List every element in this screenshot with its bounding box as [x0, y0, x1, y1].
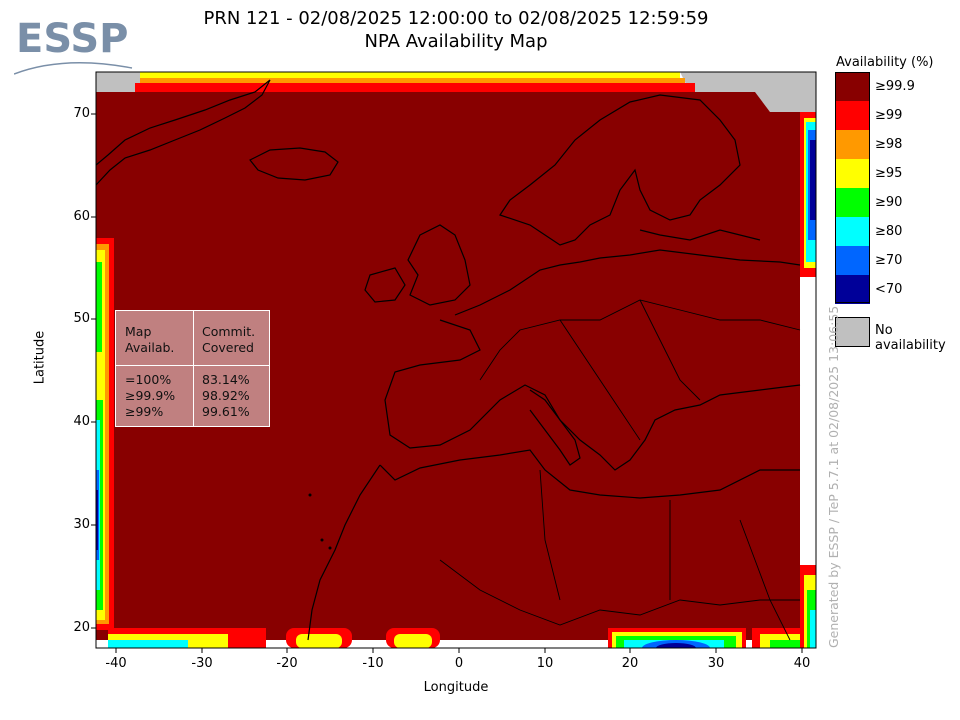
generated-by-text: Generated by ESSP / TeP 5.7.1 at 02/08/2…: [826, 305, 841, 648]
x-tick-label: 40: [793, 656, 811, 671]
map-frame: [95, 71, 817, 649]
legend-swatch: [835, 101, 870, 130]
logo-text: ESSP: [16, 16, 128, 62]
y-tick-label: 70: [73, 106, 90, 121]
no-availability-area-nw: [96, 72, 140, 92]
legend-label-no-availability: No availability: [875, 323, 946, 353]
legend-swatch: [835, 246, 870, 275]
x-tick-label: -20: [276, 656, 298, 671]
x-tick-label: 20: [621, 656, 639, 671]
legend-swatch: [835, 275, 870, 304]
essp-logo: ESSP: [13, 10, 134, 80]
legend-swatch: [835, 217, 870, 246]
x-tick-label: 0: [454, 656, 464, 671]
legend-title: Availability (%): [836, 55, 934, 70]
legend-swatch: [835, 72, 870, 101]
y-tick-label: 40: [73, 414, 90, 429]
legend-label: ≥70: [875, 253, 903, 268]
y-tick-label: 60: [73, 209, 90, 224]
stats-availability-levels: =100% ≥99.9% ≥99%: [125, 372, 176, 419]
statistics-table: Map Availab. Commit. Covered =100% ≥99.9…: [115, 310, 270, 427]
legend-label: ≥99.9: [875, 79, 915, 94]
y-tick-label: 30: [73, 517, 90, 532]
x-tick-label: 10: [536, 656, 554, 671]
x-tick-label: -30: [191, 656, 213, 671]
map-title-line2: NPA Availability Map: [364, 31, 548, 52]
legend-label: ≥80: [875, 224, 903, 239]
legend-swatch-no-availability: [835, 317, 870, 347]
y-tick-label: 50: [73, 311, 90, 326]
x-tick-label: -40: [105, 656, 127, 671]
high-availability-area: [96, 92, 800, 640]
legend-swatch: [835, 159, 870, 188]
stats-header-map-availability: Map Availab.: [125, 324, 175, 355]
y-axis-title: Latitude: [32, 330, 48, 385]
legend-label: ≥90: [875, 195, 903, 210]
legend-label: ≥99: [875, 108, 903, 123]
stats-header-commitment-covered: Commit. Covered: [202, 324, 256, 355]
map-title-line1: PRN 121 - 02/08/2025 12:00:00 to 02/08/2…: [203, 8, 709, 29]
stats-coverage-values: 83.14% 98.92% 99.61%: [202, 372, 250, 419]
x-tick-label: 30: [707, 656, 725, 671]
legend-swatch: [835, 130, 870, 159]
legend-label: ≥98: [875, 137, 903, 152]
legend-label: <70: [875, 282, 903, 297]
x-axis-title: Longitude: [423, 680, 489, 695]
y-tick-label: 20: [73, 620, 90, 635]
legend-label: ≥95: [875, 166, 903, 181]
x-tick-label: -10: [362, 656, 384, 671]
legend-swatch: [835, 188, 870, 217]
